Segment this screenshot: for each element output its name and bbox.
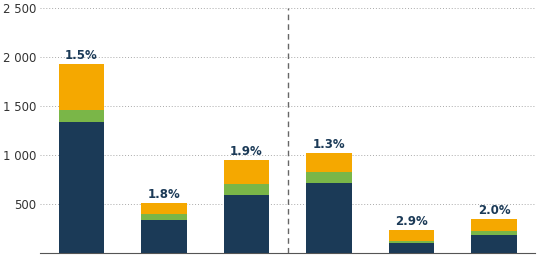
Bar — [224, 160, 269, 184]
Bar — [59, 64, 104, 110]
Text: 2.9%: 2.9% — [395, 215, 428, 228]
Text: 2.0%: 2.0% — [478, 204, 510, 217]
Bar — [389, 243, 434, 253]
Bar — [389, 241, 434, 243]
Bar — [141, 220, 187, 253]
Bar — [224, 195, 269, 253]
Bar — [471, 219, 516, 231]
Bar — [471, 231, 516, 234]
Bar — [59, 110, 104, 122]
Text: 1.3%: 1.3% — [313, 138, 345, 151]
Text: 1.5%: 1.5% — [65, 49, 98, 62]
Bar — [389, 230, 434, 241]
Bar — [306, 153, 352, 172]
Bar — [471, 234, 516, 253]
Bar — [141, 203, 187, 215]
Bar — [306, 183, 352, 253]
Bar — [59, 122, 104, 253]
Bar — [141, 215, 187, 220]
Bar — [306, 172, 352, 183]
Text: 1.8%: 1.8% — [147, 188, 180, 201]
Bar — [224, 184, 269, 195]
Text: 1.9%: 1.9% — [230, 145, 263, 158]
